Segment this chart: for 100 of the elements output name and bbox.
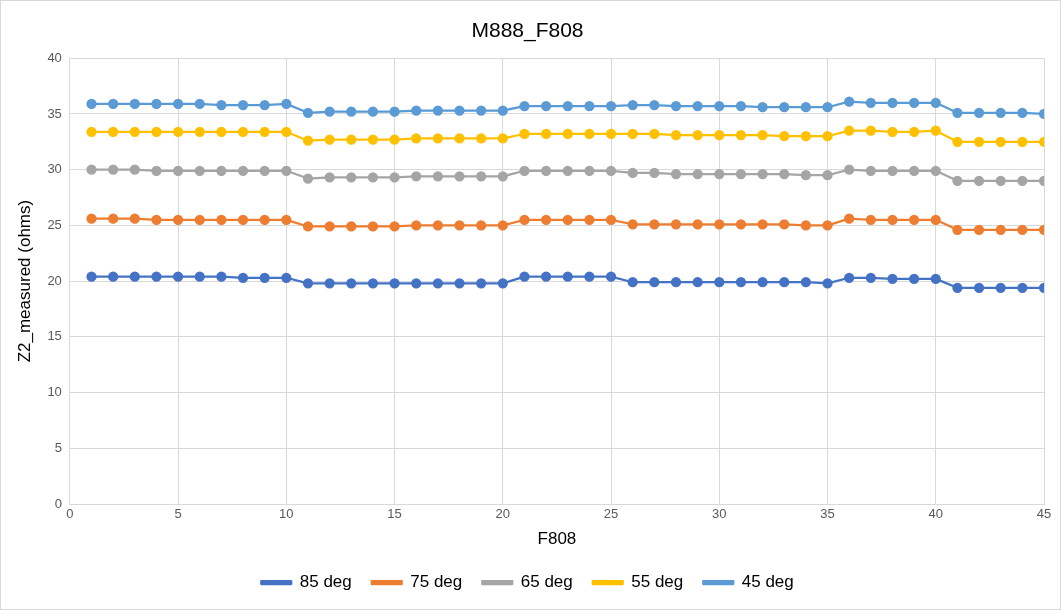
point: [865, 125, 876, 136]
point: [627, 167, 638, 179]
point: [779, 131, 790, 142]
point: [237, 126, 249, 137]
point: [389, 172, 400, 183]
point: [432, 105, 443, 116]
legend-label: 55 deg: [631, 572, 684, 592]
x-tick-label: 35: [820, 506, 835, 522]
point: [692, 129, 703, 141]
point: [973, 136, 985, 147]
y-tick-label: 5: [54, 439, 62, 455]
point: [237, 165, 249, 176]
point: [757, 129, 768, 141]
point: [172, 271, 184, 282]
point: [649, 219, 660, 230]
point: [497, 278, 508, 289]
point: [497, 171, 508, 182]
legend-label: 45 deg: [741, 572, 794, 592]
point: [887, 273, 898, 284]
point: [1017, 175, 1028, 186]
point: [670, 219, 682, 230]
point: [259, 165, 270, 176]
point: [476, 278, 487, 289]
point: [562, 128, 573, 140]
point: [844, 96, 855, 107]
point: [281, 126, 292, 137]
point: [432, 171, 443, 182]
point: [757, 219, 768, 230]
point: [540, 214, 552, 225]
point: [692, 277, 703, 288]
point: [584, 271, 595, 282]
point: [562, 165, 573, 176]
point: [476, 133, 487, 144]
point: [952, 175, 963, 186]
point: [540, 271, 552, 282]
point: [714, 219, 725, 230]
point: [584, 214, 595, 225]
point: [605, 165, 617, 176]
point: [367, 106, 379, 117]
legend-label: 65 deg: [520, 572, 573, 592]
point: [324, 106, 335, 117]
point: [151, 214, 162, 225]
point: [454, 278, 465, 289]
y-tick-label: 40: [47, 49, 62, 65]
point: [194, 165, 205, 176]
point: [952, 282, 963, 293]
point: [519, 214, 530, 225]
point: [411, 171, 422, 182]
point: [670, 168, 682, 180]
point: [476, 171, 487, 182]
point: [605, 214, 617, 225]
legend-label: 85 deg: [299, 572, 352, 592]
point: [973, 224, 985, 235]
point: [844, 213, 855, 224]
point: [779, 168, 790, 180]
point: [216, 165, 227, 176]
point: [151, 165, 162, 176]
x-tick-label: 40: [928, 506, 943, 522]
point: [800, 170, 812, 181]
point: [800, 131, 812, 142]
point: [454, 220, 465, 231]
point: [108, 271, 119, 282]
x-tick-label: 10: [279, 506, 294, 522]
point: [995, 107, 1006, 118]
point: [865, 272, 876, 283]
point: [259, 99, 270, 111]
point: [454, 133, 465, 144]
point: [259, 126, 270, 137]
point: [302, 278, 314, 289]
point: [476, 220, 487, 231]
point: [757, 277, 768, 288]
point: [129, 164, 140, 175]
point: [108, 126, 119, 137]
point: [454, 105, 465, 116]
point: [540, 165, 552, 176]
point: [411, 278, 422, 289]
point: [627, 277, 638, 288]
point: [540, 100, 552, 112]
point: [86, 164, 97, 175]
point: [389, 106, 400, 117]
point: [86, 126, 97, 137]
point: [281, 165, 292, 176]
point: [367, 278, 379, 289]
point: [324, 221, 335, 232]
point: [172, 165, 184, 176]
point: [432, 278, 443, 289]
point: [562, 271, 573, 282]
point: [216, 214, 227, 225]
point: [930, 273, 941, 284]
point: [714, 168, 725, 180]
point: [649, 277, 660, 288]
x-axis-title: F808: [537, 529, 577, 549]
point: [757, 102, 768, 113]
point: [346, 172, 357, 183]
point: [995, 282, 1006, 293]
point: [649, 167, 660, 179]
point: [649, 99, 660, 111]
point: [887, 214, 898, 225]
point: [281, 214, 292, 225]
point: [497, 105, 508, 116]
